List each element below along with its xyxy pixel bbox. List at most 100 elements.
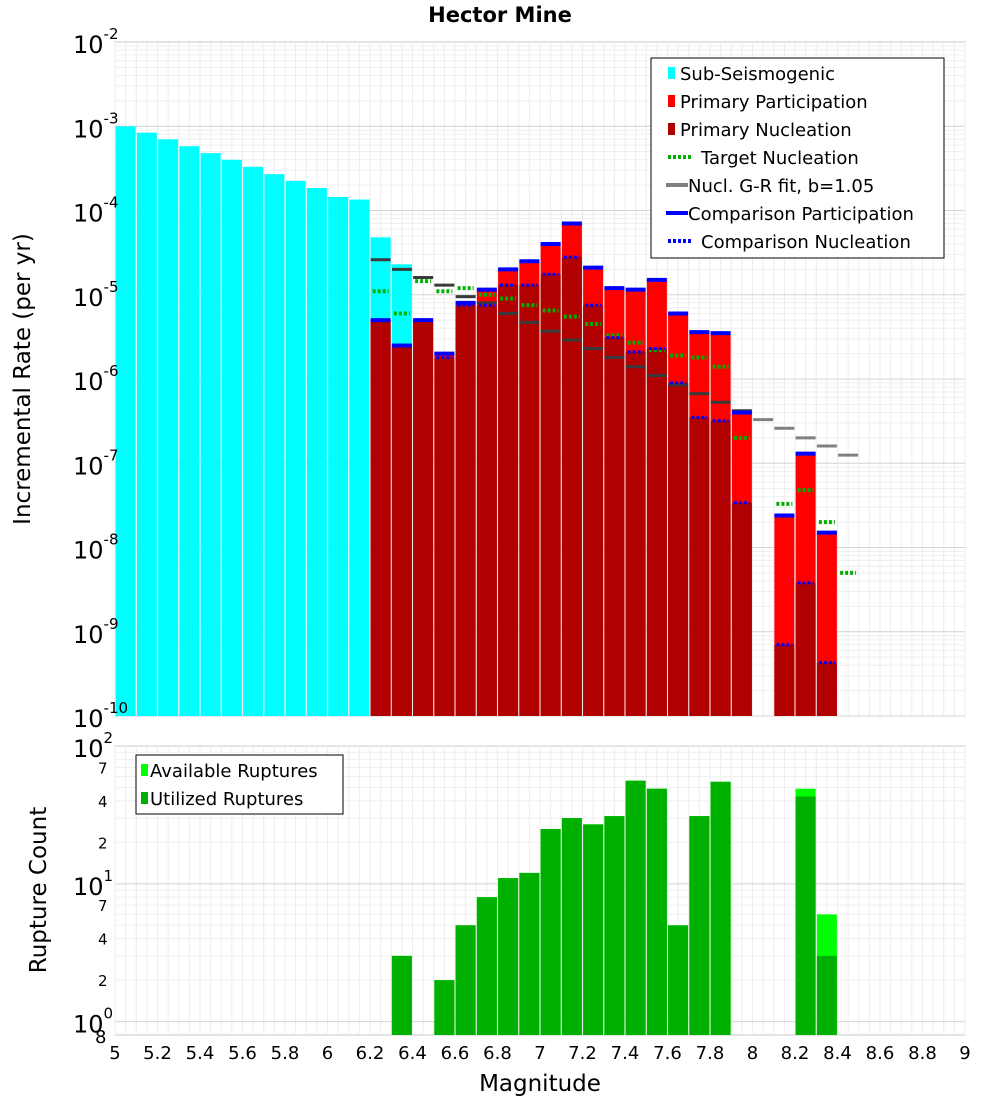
utilized-ruptures-bar bbox=[625, 780, 646, 1035]
primary-nucleation-bar bbox=[370, 320, 391, 716]
rate-legend-label: Primary Nucleation bbox=[680, 120, 852, 141]
sub-seismogenic-bar bbox=[158, 139, 179, 717]
rate-legend: Sub-Seismogenic Primary Participation Prim… bbox=[650, 57, 945, 259]
count-y-tick-label: 102 bbox=[73, 729, 113, 763]
rate-y-tick-label: 10-7 bbox=[73, 446, 119, 480]
rate-legend-label: Comparison Participation bbox=[688, 204, 914, 225]
count-legend: Available Ruptures Utilized Ruptures bbox=[135, 754, 344, 815]
x-tick-label: 8 bbox=[747, 1043, 758, 1064]
utilized-ruptures-bar bbox=[816, 955, 837, 1035]
count-y-tick-label: 8 bbox=[95, 1027, 106, 1048]
x-tick-label: 7.4 bbox=[611, 1043, 640, 1064]
utilized-ruptures-bar bbox=[519, 872, 540, 1035]
magnitude-x-ticks: 5 5.2 5.4 5.6 5.8 6 6.2 6.4 6.6 6.8 7 7.2 7.4 7.6 7.8 8… bbox=[109, 1043, 970, 1064]
utilized-ruptures-bar bbox=[646, 788, 667, 1035]
primary-nucleation-bar bbox=[476, 305, 497, 716]
rate-y-tick-label: 10-8 bbox=[73, 531, 119, 565]
sub-seismogenic-bar bbox=[221, 159, 242, 717]
primary-nucleation-bar bbox=[413, 320, 434, 716]
x-tick-label: 6.8 bbox=[483, 1043, 512, 1064]
x-tick-label: 5.8 bbox=[271, 1043, 300, 1064]
rate-y-axis-label: Incremental Rate (per yr) bbox=[10, 233, 36, 525]
rate-legend-box bbox=[650, 57, 945, 259]
sub-seismogenic-bar bbox=[264, 174, 285, 717]
rate-y-tick-label: 10-4 bbox=[73, 194, 119, 228]
x-tick-label: 6.6 bbox=[441, 1043, 470, 1064]
count-y-axis-label: Rupture Count bbox=[26, 807, 52, 973]
sub-seismogenic-bar bbox=[306, 187, 327, 716]
sub-seismogenic-bar bbox=[136, 132, 157, 717]
count-legend-label: Available Ruptures bbox=[150, 761, 318, 782]
primary-nucleation-bar bbox=[519, 285, 540, 716]
legend-swatch bbox=[141, 792, 148, 804]
rate-legend-label: Target Nucleation bbox=[700, 148, 859, 169]
utilized-ruptures-bar bbox=[498, 878, 519, 1035]
legend-swatch bbox=[668, 95, 675, 107]
rate-y-tick-label: 10-3 bbox=[73, 109, 119, 143]
count-y-tick-label: 100 bbox=[73, 1005, 113, 1039]
primary-nucleation-bar bbox=[455, 305, 476, 716]
rate-legend-label: Nucl. G-R fit, b=1.05 bbox=[688, 176, 874, 197]
rate-line-marks bbox=[370, 221, 859, 665]
sub-seismogenic-bar bbox=[243, 166, 264, 717]
utilized-ruptures-bar bbox=[434, 980, 455, 1035]
primary-nucleation-bar bbox=[561, 257, 582, 716]
x-tick-label: 7.2 bbox=[568, 1043, 597, 1064]
x-tick-label: 9 bbox=[959, 1043, 970, 1064]
utilized-ruptures-bar bbox=[391, 955, 412, 1035]
utilized-ruptures-bar bbox=[561, 818, 582, 1035]
utilized-ruptures-bar bbox=[540, 828, 561, 1035]
rate-legend-label: Comparison Nucleation bbox=[701, 232, 911, 253]
sub-seismogenic-bar bbox=[349, 199, 370, 716]
count-y-tick-label: 7 bbox=[98, 897, 108, 915]
primary-nucleation-bar bbox=[540, 274, 561, 716]
sub-seismogenic-bar bbox=[115, 126, 136, 716]
primary-nucleation-bar bbox=[774, 644, 795, 716]
primary-nucleation-bar bbox=[498, 285, 519, 716]
primary-nucleation-bar bbox=[646, 348, 667, 716]
rate-bars bbox=[115, 126, 837, 717]
sub-seismogenic-bar bbox=[200, 153, 221, 717]
primary-nucleation-bar bbox=[625, 351, 646, 716]
primary-nucleation-bar bbox=[391, 345, 412, 716]
utilized-ruptures-bar bbox=[668, 925, 689, 1035]
x-tick-label: 7.6 bbox=[653, 1043, 682, 1064]
rate-panel: 10-10 10-9 10-8 10-7 10-6 10-5 10-4 10-3 10-2 In… bbox=[10, 25, 966, 733]
count-bars bbox=[391, 780, 837, 1035]
x-tick-label: 5 bbox=[109, 1043, 120, 1064]
chart-title: Hector Mine bbox=[428, 3, 572, 27]
count-y-tick-label: 4 bbox=[98, 931, 108, 949]
legend-swatch bbox=[668, 123, 675, 135]
primary-nucleation-bar bbox=[668, 382, 689, 716]
utilized-ruptures-bar bbox=[604, 816, 625, 1035]
x-tick-label: 8.2 bbox=[781, 1043, 810, 1064]
count-y-tick-label: 4 bbox=[98, 793, 108, 811]
primary-nucleation-bar bbox=[795, 582, 816, 716]
utilized-ruptures-bar bbox=[795, 796, 816, 1035]
rate-legend-label: Primary Participation bbox=[680, 92, 868, 113]
rate-y-ticks: 10-10 10-9 10-8 10-7 10-6 10-5 10-4 10-3 10-2 bbox=[73, 25, 128, 733]
utilized-ruptures-bar bbox=[689, 816, 710, 1035]
x-axis-label: Magnitude bbox=[479, 1071, 601, 1097]
legend-swatch bbox=[141, 764, 148, 776]
x-tick-label: 5.2 bbox=[143, 1043, 172, 1064]
rate-y-tick-label: 10-5 bbox=[73, 278, 119, 312]
primary-nucleation-bar bbox=[689, 417, 710, 716]
x-tick-label: 6.4 bbox=[398, 1043, 427, 1064]
primary-nucleation-bar bbox=[434, 357, 455, 716]
primary-nucleation-bar bbox=[710, 420, 731, 716]
count-y-tick-label: 7 bbox=[98, 759, 108, 777]
primary-nucleation-bar bbox=[583, 305, 604, 716]
count-y-tick-label: 101 bbox=[73, 867, 113, 901]
count-legend-label: Utilized Ruptures bbox=[150, 789, 303, 810]
x-tick-label: 8.4 bbox=[823, 1043, 852, 1064]
utilized-ruptures-bar bbox=[710, 781, 731, 1035]
rate-legend-label: Sub-Seismogenic bbox=[680, 64, 835, 85]
legend-swatch bbox=[668, 67, 675, 79]
x-tick-label: 8.8 bbox=[908, 1043, 937, 1064]
rate-y-tick-label: 10-2 bbox=[73, 25, 119, 59]
x-tick-label: 8.6 bbox=[866, 1043, 895, 1064]
